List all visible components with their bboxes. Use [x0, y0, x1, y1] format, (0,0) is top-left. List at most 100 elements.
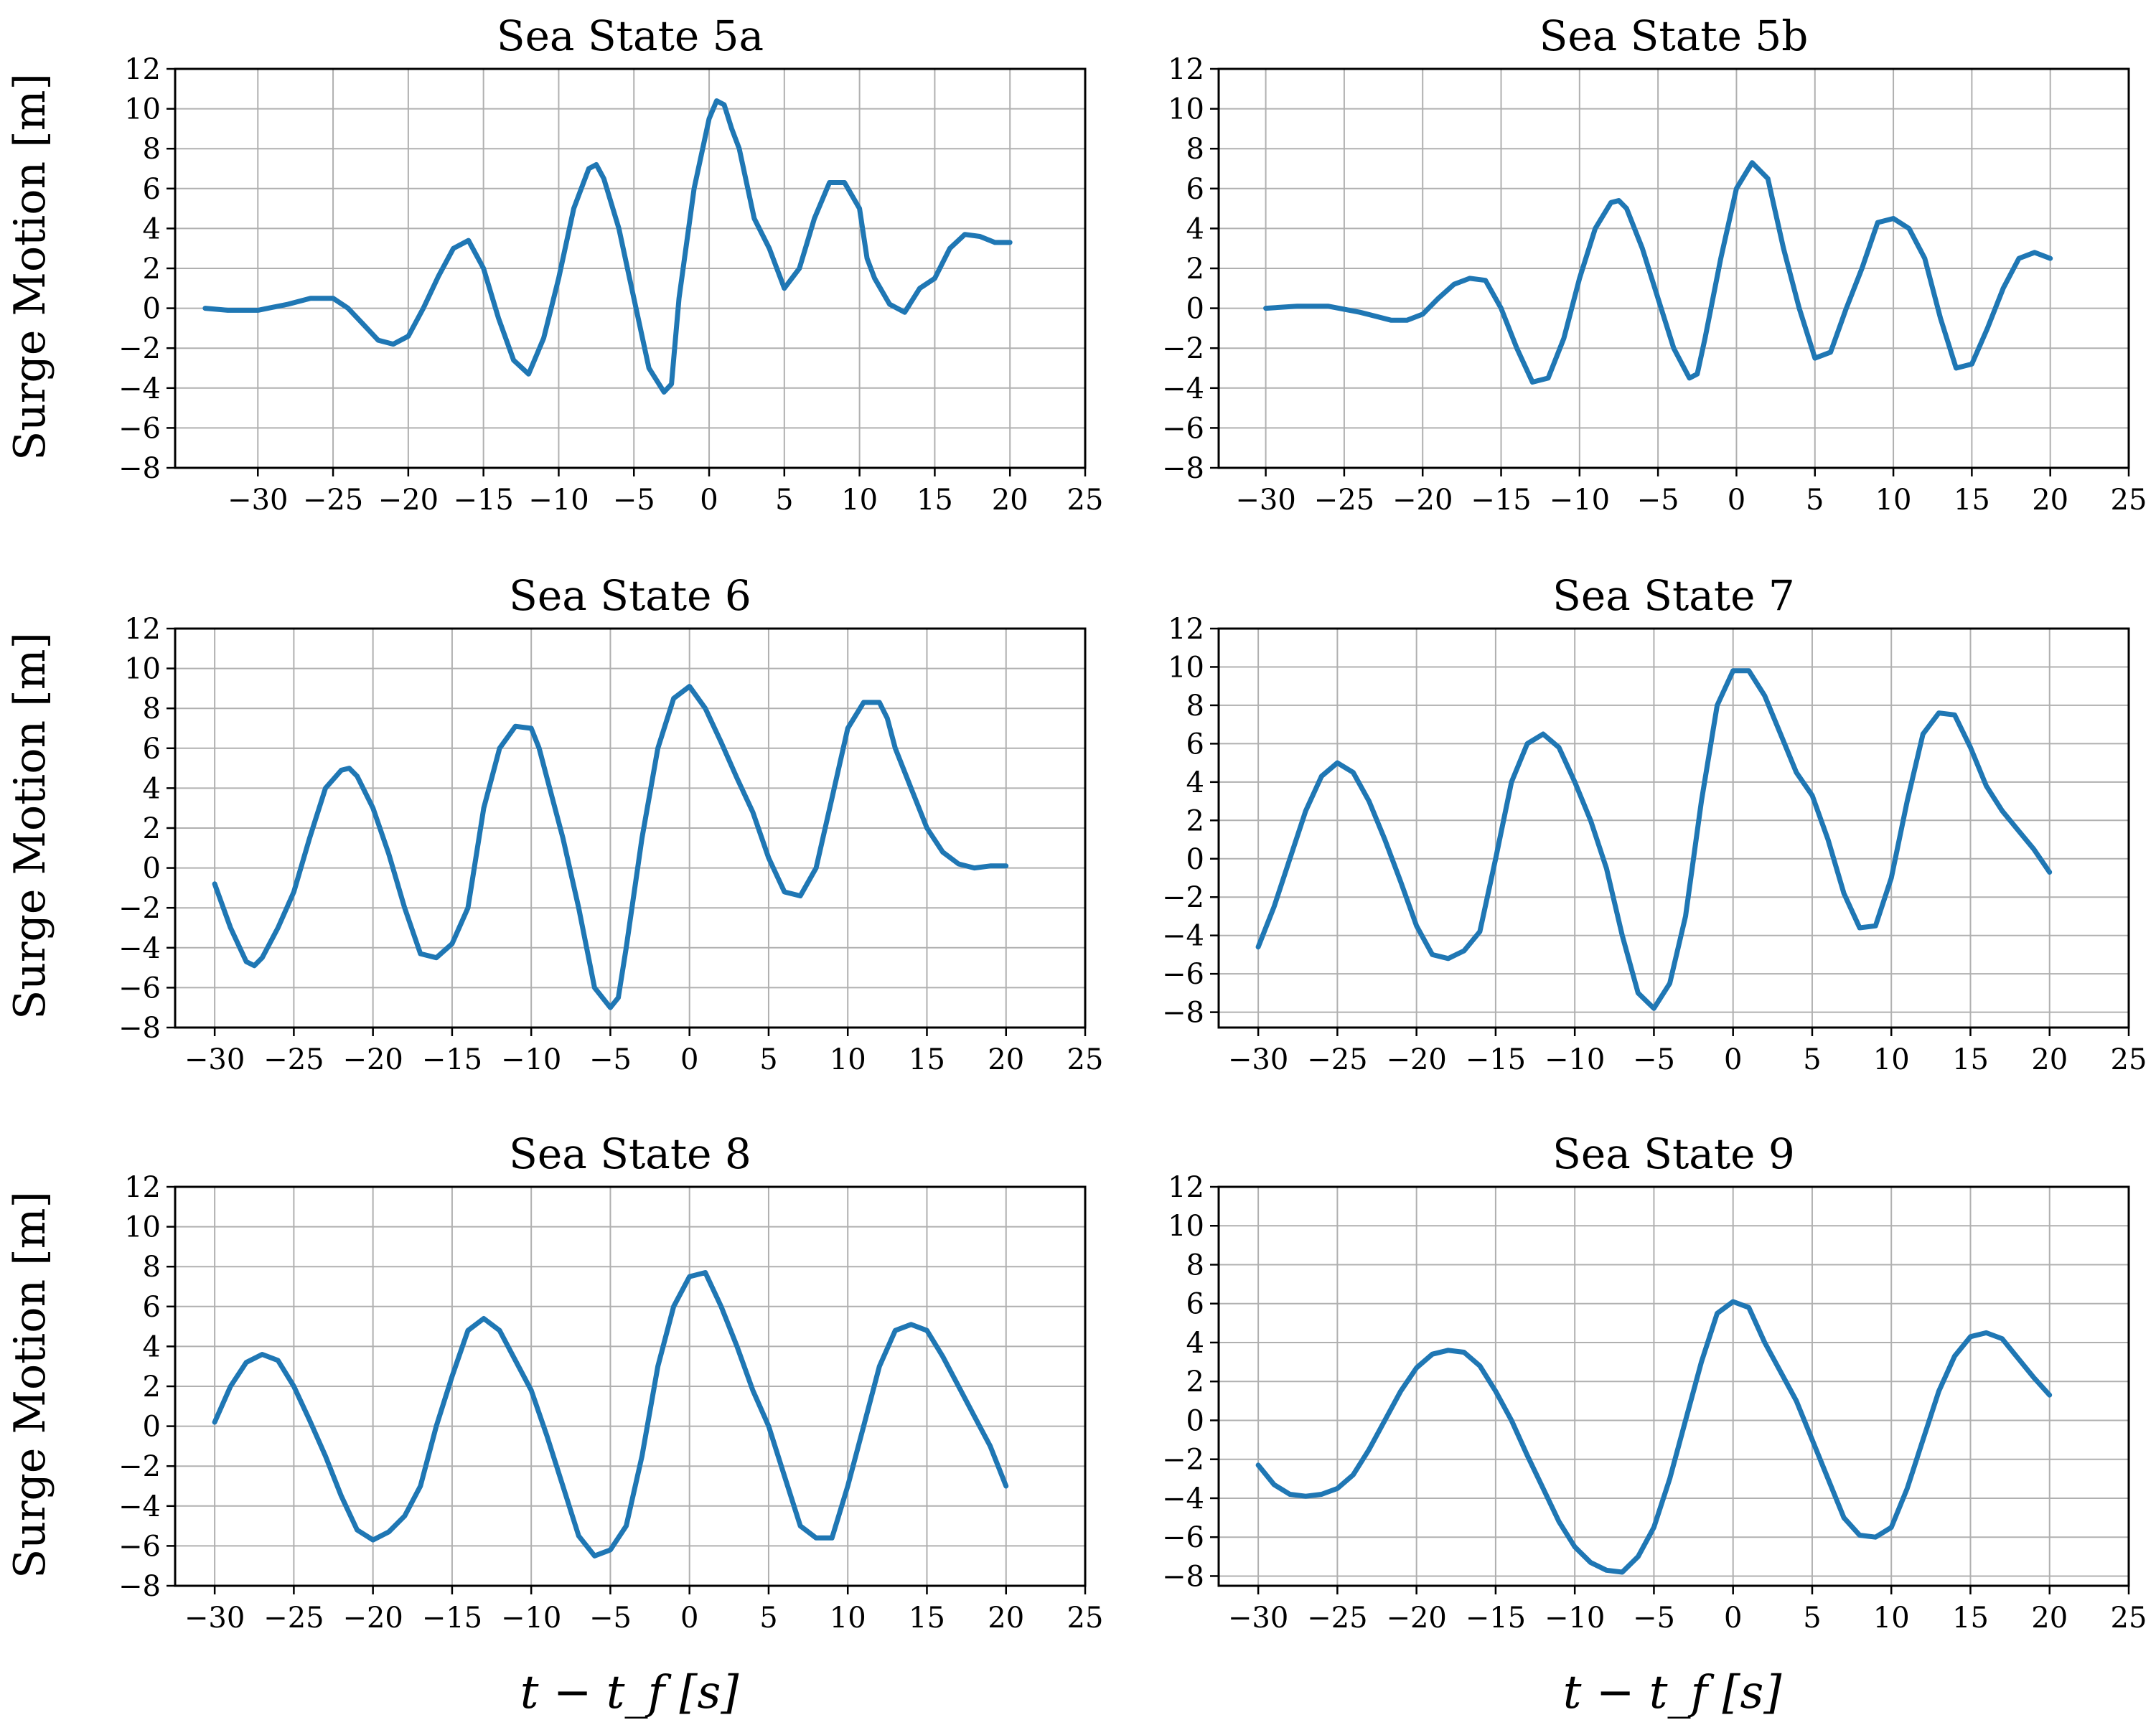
panel-title: Sea State 9	[1552, 1129, 1795, 1178]
x-tick-label: −10	[501, 1043, 561, 1076]
y-tick-label: −4	[1162, 372, 1204, 405]
x-tick-label: −10	[1545, 1602, 1605, 1635]
x-tick-label: −30	[1235, 484, 1295, 517]
panel-title: Sea State 5a	[497, 11, 764, 60]
x-tick-label: −30	[1228, 1602, 1288, 1635]
y-tick-label: 12	[1168, 1171, 1204, 1204]
x-tick-label: 0	[1724, 1043, 1742, 1076]
x-tick-label: −25	[1307, 1602, 1367, 1635]
x-tick-label: 0	[680, 1602, 698, 1635]
y-tick-label: −8	[1162, 452, 1204, 485]
x-tick-label: −30	[228, 484, 288, 517]
y-tick-label: 8	[143, 692, 161, 725]
y-tick-label: −2	[118, 332, 161, 365]
x-tick-label: −20	[342, 1602, 403, 1635]
y-tick-label: 8	[1186, 690, 1204, 723]
y-tick-label: 2	[143, 1371, 161, 1404]
x-tick-label: −15	[453, 484, 513, 517]
y-tick-label: 12	[124, 53, 161, 86]
x-tick-label: 0	[1728, 484, 1745, 517]
y-tick-label: 2	[143, 812, 161, 845]
x-tick-label: −20	[1392, 484, 1453, 517]
y-tick-label: 10	[124, 653, 161, 686]
y-tick-label: 6	[143, 1291, 161, 1324]
y-tick-label: −4	[1162, 1482, 1204, 1515]
y-tick-label: 6	[143, 733, 161, 766]
y-tick-label: 0	[1186, 1404, 1204, 1437]
y-tick-label: 4	[143, 212, 161, 245]
y-tick-label: −6	[1162, 1521, 1204, 1554]
ylabel-row-2: Surge Motion [m]	[5, 632, 55, 1020]
panel-title: Sea State 8	[509, 1129, 751, 1178]
panel-6: −30 −25 −20 −15 −10 −5 0 5 10 15 20 25−8−6−4−202468…	[1162, 1129, 2147, 1635]
x-tick-label: −25	[263, 1043, 324, 1076]
ylabel-row-1: Surge Motion [m]	[5, 73, 55, 461]
panel-title: Sea State 7	[1552, 571, 1795, 620]
y-tick-label: −8	[118, 452, 161, 485]
y-tick-label: −2	[118, 892, 161, 925]
x-tick-label: −25	[263, 1602, 324, 1635]
x-tick-label: −10	[528, 484, 589, 517]
xlabel-right: t − t_f [s]	[1563, 1666, 1783, 1719]
x-tick-label: −25	[1314, 484, 1374, 517]
x-tick-label: 15	[1954, 484, 1990, 517]
y-tick-label: 6	[1186, 173, 1204, 206]
y-tick-label: −6	[118, 412, 161, 445]
y-tick-label: 4	[1186, 766, 1204, 799]
x-tick-label: 10	[841, 484, 878, 517]
y-tick-label: −2	[1162, 881, 1204, 914]
y-tick-label: 4	[1186, 1327, 1204, 1360]
x-tick-label: −15	[1466, 1043, 1526, 1076]
y-tick-label: 6	[1186, 1288, 1204, 1321]
x-tick-label: 15	[1952, 1602, 1989, 1635]
x-tick-label: −15	[1466, 1602, 1526, 1635]
x-tick-label: −20	[1386, 1602, 1446, 1635]
y-tick-label: −8	[118, 1012, 161, 1045]
x-tick-label: −15	[422, 1043, 482, 1076]
x-tick-label: −20	[378, 484, 439, 517]
x-tick-label: −5	[589, 1602, 632, 1635]
y-tick-label: 8	[143, 1251, 161, 1284]
y-tick-label: 0	[1186, 843, 1204, 876]
y-tick-label: −6	[1162, 958, 1204, 991]
x-tick-label: −10	[1545, 1043, 1605, 1076]
panel-title: Sea State 5b	[1539, 11, 1809, 60]
y-tick-label: −6	[118, 972, 161, 1005]
x-tick-label: −20	[342, 1043, 403, 1076]
y-tick-label: −8	[1162, 997, 1204, 1030]
x-tick-label: 10	[830, 1043, 866, 1076]
x-tick-label: −25	[303, 484, 363, 517]
y-tick-label: −4	[118, 1490, 161, 1523]
y-tick-label: 12	[124, 1171, 161, 1204]
plot-frame	[1217, 627, 2130, 1029]
ylabel-row-3: Surge Motion [m]	[5, 1191, 55, 1579]
x-tick-label: −5	[589, 1043, 632, 1076]
panel-3: −30 −25 −20 −15 −10 −5 0 5 10 15 20 25−8−6−4−202468…	[118, 571, 1103, 1076]
x-tick-label: 25	[2111, 484, 2147, 517]
x-tick-label: −15	[1471, 484, 1531, 517]
x-tick-label: 5	[1806, 484, 1824, 517]
x-tick-label: 20	[988, 1602, 1024, 1635]
series-line	[212, 684, 1009, 1010]
y-tick-label: 8	[143, 133, 161, 166]
y-tick-label: 2	[1186, 804, 1204, 837]
y-tick-label: −2	[118, 1450, 161, 1483]
x-tick-label: 25	[2111, 1602, 2147, 1635]
x-tick-label: −25	[1307, 1043, 1367, 1076]
y-tick-label: 6	[143, 173, 161, 206]
x-tick-label: 5	[759, 1043, 777, 1076]
y-tick-label: 0	[143, 293, 161, 326]
x-tick-label: 15	[917, 484, 953, 517]
y-tick-label: 10	[1168, 1210, 1204, 1243]
y-tick-label: −2	[1162, 1444, 1204, 1477]
y-tick-label: −4	[1162, 920, 1204, 953]
x-tick-label: 5	[1803, 1043, 1821, 1076]
x-tick-label: −5	[1633, 1043, 1675, 1076]
x-tick-label: 25	[1067, 484, 1104, 517]
y-tick-label: 2	[1186, 1366, 1204, 1399]
y-tick-label: −4	[118, 932, 161, 965]
x-tick-label: −20	[1386, 1043, 1446, 1076]
x-tick-label: −30	[1228, 1043, 1288, 1076]
y-tick-label: 12	[1168, 53, 1204, 86]
x-tick-label: 15	[909, 1602, 945, 1635]
